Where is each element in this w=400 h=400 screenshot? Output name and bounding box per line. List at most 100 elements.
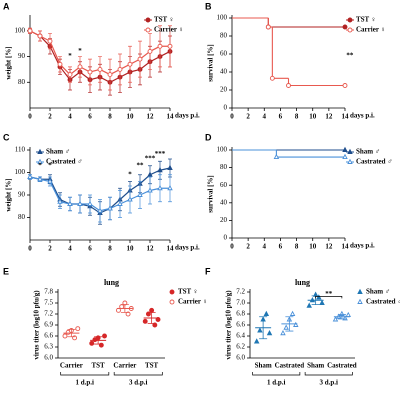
legend-label: TST ♀	[178, 288, 198, 296]
data-point	[67, 200, 73, 206]
data-point	[147, 171, 153, 177]
data-point	[47, 178, 53, 184]
legend-label: Sham ♂	[366, 288, 390, 296]
sd-bar	[147, 312, 156, 324]
x-tick-label: 4	[263, 113, 267, 121]
x-tick-label: 10	[309, 113, 317, 121]
y-tick-label: 7.8	[44, 288, 53, 296]
y-tick-label: 6.6	[44, 332, 53, 340]
legend-marker	[169, 289, 175, 295]
data-point	[87, 69, 93, 75]
data-point	[117, 200, 123, 206]
y-axis-label: weight [%]	[5, 46, 13, 79]
data-point	[27, 173, 33, 179]
data-point	[102, 333, 107, 339]
data-point	[107, 72, 113, 78]
legend-marker	[145, 17, 151, 23]
group-bracket	[60, 372, 110, 376]
y-tick-label: 80	[18, 78, 26, 86]
y-axis-label: virus titer (log10 pfu/g)	[33, 290, 41, 360]
data-point	[332, 316, 339, 322]
legend-label: TST ♀	[154, 16, 174, 24]
x-tick-label: 12	[325, 113, 333, 121]
legend-marker	[37, 148, 43, 154]
legend-marker	[145, 27, 151, 33]
x-tick-label: 10	[309, 243, 317, 251]
legend-label: Castrated ♂	[356, 158, 393, 166]
y-axis-label: survival [%]	[207, 175, 215, 213]
data-point	[157, 184, 163, 191]
x-tick-label: 6	[279, 243, 283, 251]
data-point	[137, 56, 143, 62]
sd-bar	[337, 314, 346, 320]
y-tick-label: 100	[217, 14, 228, 22]
data-point	[167, 43, 173, 49]
x-tick-label: 6	[279, 113, 283, 121]
sd-bar	[67, 329, 76, 338]
x-axis-label: days p.i.	[350, 112, 375, 120]
x-tick-label: 14	[167, 113, 175, 121]
significance-bracket	[315, 296, 343, 299]
x-tick-label: 4	[263, 243, 267, 251]
x-tick-label: 14	[167, 245, 175, 253]
y-tick-label: 80	[220, 32, 228, 40]
data-point	[37, 175, 43, 182]
x-tick-label: Carrier	[60, 362, 83, 370]
data-point	[345, 311, 352, 318]
x-tick-label: TST	[92, 362, 106, 370]
annotation: ***	[155, 150, 166, 158]
legend-marker	[347, 158, 353, 164]
legend-marker	[347, 17, 353, 23]
group-label: 3 d.p.i	[129, 379, 148, 387]
x-tick-label: 14	[342, 243, 350, 251]
x-tick-label: Castrated	[327, 362, 357, 370]
x-tick-label: 0	[230, 243, 234, 251]
annotation: **	[346, 51, 354, 59]
y-tick-label: 110	[15, 146, 26, 154]
x-tick-label: 12	[147, 113, 155, 121]
data-point	[306, 302, 312, 308]
data-point	[283, 324, 289, 330]
panel-label: D	[205, 132, 212, 142]
data-point	[117, 66, 123, 72]
y-tick-label: 80	[18, 213, 26, 221]
x-tick-label: Sham	[255, 362, 272, 370]
legend-label: Carrier ♀	[178, 298, 208, 306]
x-tick-label: 0	[28, 245, 32, 253]
annotation: *	[38, 161, 42, 169]
group-label: 3 d.p.i	[320, 379, 339, 387]
y-tick-label: 60	[220, 50, 228, 58]
data-point	[342, 153, 348, 159]
data-point	[89, 340, 95, 346]
legend-label: Castrated ♂	[46, 158, 83, 166]
y-tick-label: 0	[224, 234, 228, 242]
legend-marker	[347, 148, 353, 154]
x-tick-label: TST	[145, 362, 159, 370]
y-tick-label: 0	[224, 104, 228, 112]
data-point	[342, 146, 348, 152]
annotation: ***	[145, 155, 156, 163]
data-point	[57, 198, 63, 204]
legend-marker	[357, 298, 363, 304]
y-tick-label: 7.5	[44, 299, 53, 307]
data-point	[152, 322, 158, 328]
x-tick-label: 12	[147, 245, 155, 253]
annotation: *	[48, 161, 52, 169]
data-point	[137, 191, 143, 197]
y-tick-label: 7.2	[44, 310, 53, 318]
data-point	[157, 43, 163, 49]
x-tick-label: 8	[295, 243, 299, 251]
group-label: 1 d.p.i	[76, 379, 95, 387]
chart-title: lung	[295, 278, 310, 287]
data-point	[75, 326, 81, 332]
x-tick-label: 8	[295, 113, 299, 121]
legend-marker	[169, 299, 175, 305]
y-tick-label: 40	[220, 68, 228, 76]
x-tick-label: 10	[127, 113, 135, 121]
x-tick-label: 10	[127, 245, 135, 253]
annotation: *	[68, 52, 72, 60]
data-point	[142, 318, 148, 324]
data-point	[319, 299, 325, 305]
legend-label: Sham ♂	[46, 148, 70, 156]
x-tick-label: 14	[342, 113, 350, 121]
